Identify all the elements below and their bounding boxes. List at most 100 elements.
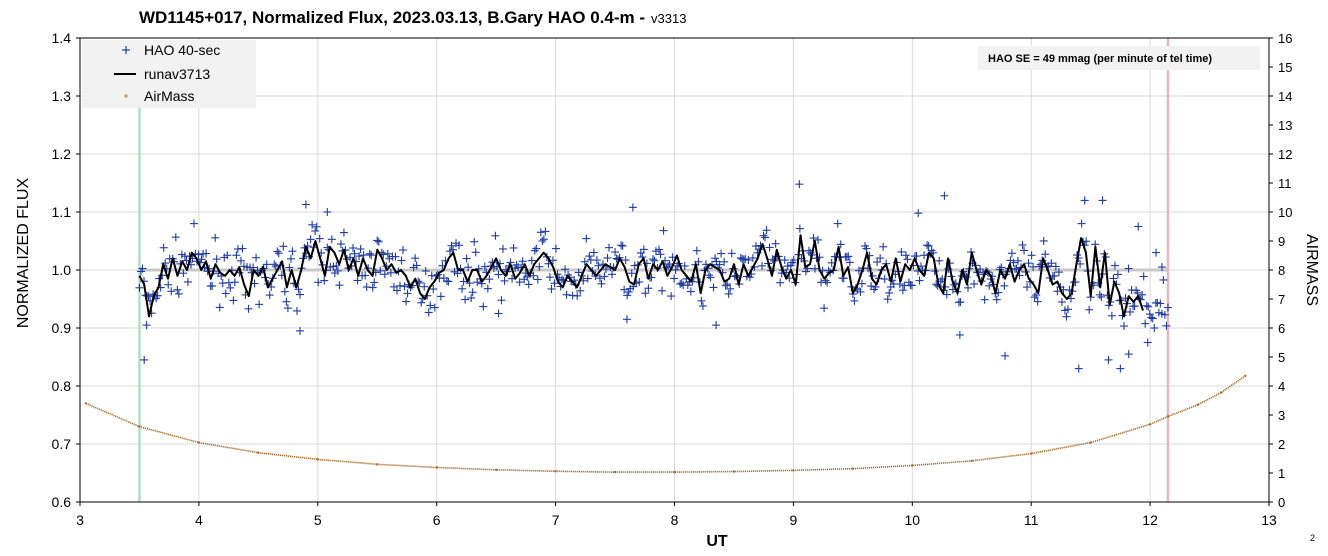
flux-point	[412, 261, 421, 270]
flux-point	[550, 279, 559, 288]
flux-point	[458, 284, 467, 293]
flux-point-outlier	[712, 321, 721, 330]
flux-point	[1113, 270, 1122, 279]
flux-point	[1062, 312, 1071, 321]
flux-point	[1047, 259, 1056, 268]
flux-point-outlier	[622, 315, 631, 324]
flux-point	[627, 269, 636, 278]
flux-point	[312, 222, 321, 231]
x-axis-title: UT	[706, 533, 728, 550]
flux-point	[527, 256, 536, 265]
flux-point	[717, 249, 726, 258]
y2-tick-label: 2	[1278, 437, 1285, 452]
flux-point	[811, 264, 820, 273]
flux-point	[229, 296, 238, 305]
airmass-point	[1030, 452, 1033, 455]
legend-label-flux: HAO 40-sec	[144, 42, 220, 58]
flux-point	[856, 287, 865, 296]
flux-point	[1033, 297, 1042, 306]
flux-point	[551, 244, 560, 253]
flux-point	[765, 243, 774, 252]
flux-point	[315, 234, 324, 243]
flux-point	[547, 284, 556, 293]
flux-point	[362, 283, 371, 292]
flux-point	[1024, 259, 1033, 268]
airmass-point	[554, 470, 557, 473]
flux-point	[1023, 283, 1032, 292]
flux-point	[1077, 219, 1086, 228]
flux-point	[873, 258, 882, 267]
runav-series	[138, 234, 1144, 318]
annotation-text: HAO SE = 49 mmag (per minute of tel time…	[988, 53, 1212, 65]
y-tick-label: 1.0	[52, 262, 72, 278]
flux-point	[912, 252, 921, 261]
flux-point	[1013, 256, 1022, 265]
flux-point	[1163, 303, 1172, 312]
y-tick-label: 1.2	[52, 146, 72, 162]
annotation-box: HAO SE = 49 mmag (per minute of tel time…	[978, 46, 1260, 70]
flux-point	[845, 258, 854, 267]
flux-point	[279, 242, 288, 251]
flux-point-outlier	[1104, 355, 1113, 364]
flux-point	[671, 265, 680, 274]
flux-point	[320, 276, 329, 285]
flux-point-outlier	[494, 309, 503, 318]
x-tick-label: 9	[790, 512, 798, 528]
flux-point	[332, 261, 341, 270]
flux-point	[900, 281, 909, 290]
flux-point	[600, 272, 609, 281]
flux-point	[252, 253, 261, 262]
flux-point	[541, 227, 550, 236]
flux-point	[558, 275, 567, 284]
flux-point	[589, 248, 598, 257]
flux-point	[529, 271, 538, 280]
flux-point	[515, 278, 524, 287]
flux-point	[644, 284, 653, 293]
flux-point	[399, 246, 408, 255]
legend: HAO 40-sec runav3713 AirMass	[82, 40, 256, 108]
flux-point	[179, 269, 188, 278]
flux-point	[582, 234, 591, 243]
flux-point	[724, 289, 733, 298]
flux-point	[762, 226, 771, 235]
x-tick-label: 7	[552, 512, 560, 528]
y-axis-title: NORMALIZED FLUX	[15, 178, 32, 329]
flux-point	[294, 285, 303, 294]
flux-point	[238, 244, 247, 253]
flux-point	[992, 295, 1001, 304]
y-tick-label: 0.8	[52, 378, 72, 394]
flux-point-outlier	[301, 200, 310, 209]
flux-point	[314, 278, 323, 287]
flux-point-outlier	[955, 330, 964, 339]
flux-point	[500, 276, 509, 285]
flux-point	[535, 262, 544, 271]
flux-point	[597, 279, 606, 288]
flux-point	[1160, 310, 1169, 319]
flux-point	[1063, 305, 1072, 314]
flux-point	[247, 268, 256, 277]
flux-point	[211, 233, 220, 242]
flux-point	[532, 244, 541, 253]
runav-line	[138, 234, 1144, 318]
flux-point	[367, 251, 376, 260]
flux-point	[836, 240, 845, 249]
flux-point	[311, 226, 320, 235]
flux-point	[426, 301, 435, 310]
flux-point	[236, 256, 245, 265]
flux-point	[585, 252, 594, 261]
flux-point	[580, 257, 589, 266]
flux-point	[459, 277, 468, 286]
flux-point	[1082, 237, 1091, 246]
flux-point	[461, 295, 470, 304]
flux-point	[1142, 301, 1151, 310]
flux-point	[464, 263, 473, 272]
flux-point	[159, 243, 168, 252]
flux-point	[1032, 291, 1041, 300]
flux-point	[1124, 264, 1133, 273]
flux-point	[823, 278, 832, 287]
flux-point	[608, 270, 617, 279]
flux-point-outlier	[1152, 248, 1161, 257]
flux-point	[976, 265, 985, 274]
airmass-point	[1148, 423, 1152, 426]
flux-point	[538, 236, 547, 245]
